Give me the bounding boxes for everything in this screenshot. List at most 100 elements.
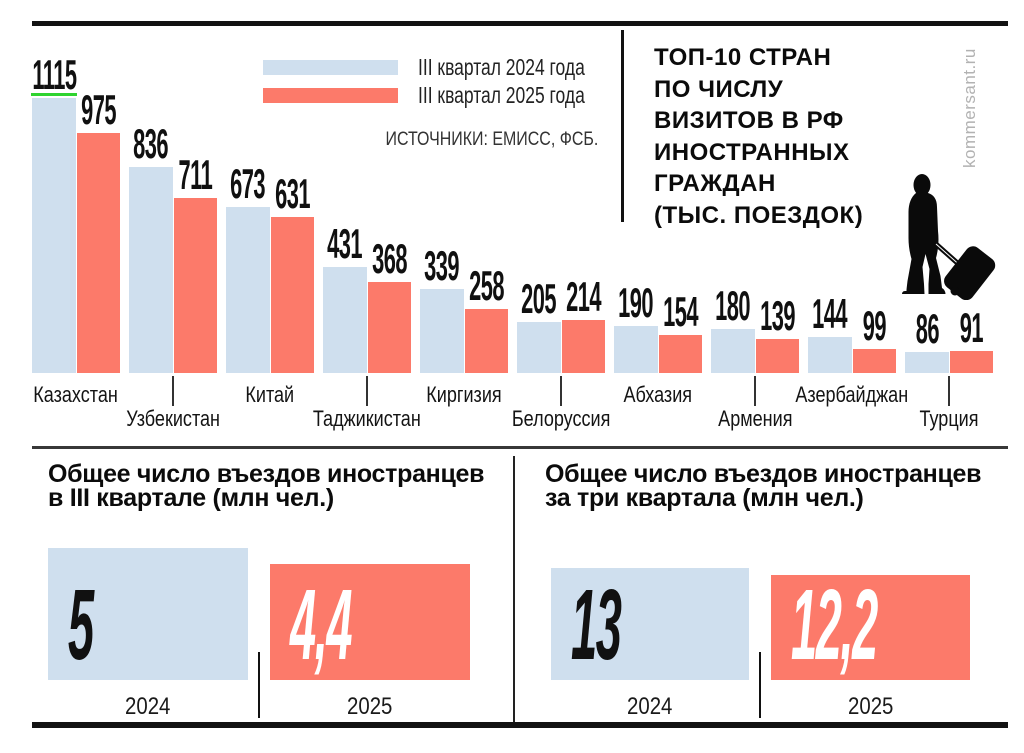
traveler-icon	[902, 174, 996, 300]
legend-item-2025: III квартал 2025 года	[263, 82, 637, 108]
summary-box-2025: 12,2	[771, 575, 970, 680]
bar-value-text: 673	[230, 160, 266, 207]
category-tick	[366, 376, 368, 406]
bar-value-text: 711	[178, 151, 213, 198]
bar-value-text: 154	[663, 288, 698, 335]
legend-swatch	[263, 59, 398, 75]
category-label-text: Узбекистан	[126, 406, 220, 431]
bar-value-text: 91	[959, 304, 984, 351]
bar-value-text: 86	[915, 305, 939, 352]
category-label-text: Армения	[717, 406, 793, 431]
middle-rule	[32, 446, 1008, 449]
category-tick	[948, 376, 950, 406]
bar-Казахстан-2025	[77, 133, 120, 373]
bar-value-label: 258	[442, 262, 532, 309]
category-label-text: Азербайджан	[795, 382, 909, 407]
value-highlight-underline	[31, 93, 77, 96]
bar-Абхазия-2024	[614, 326, 658, 373]
year-divider	[258, 652, 260, 718]
bar-value-text: 975	[81, 86, 116, 133]
bar-value-label: 431	[300, 220, 390, 267]
legend-label: III квартал 2025 года	[418, 81, 585, 108]
bar-value-text: 180	[715, 282, 751, 329]
bar-value-label: 91	[927, 304, 1017, 351]
bar-Абхазия-2025	[659, 335, 702, 373]
bar-value-label: 86	[882, 305, 972, 352]
bar-value-label: 214	[539, 273, 629, 320]
year-label-text: 2025	[347, 693, 393, 720]
bar-value-text: 214	[566, 273, 601, 320]
bar-value-label: 368	[345, 235, 435, 282]
summary-value: 12,2	[791, 569, 878, 681]
bar-value-text: 1115	[31, 51, 77, 98]
bar-value-text: 339	[424, 242, 460, 289]
summary-box-2024: 5	[48, 548, 248, 680]
summary-value: 5	[68, 569, 94, 681]
bar-Белоруссия-2025	[562, 320, 605, 373]
bar-Узбекистан-2024	[129, 167, 173, 373]
bar-value-text: 258	[469, 262, 504, 309]
category-label-Киргизия: Киргизия	[379, 384, 549, 406]
bar-Киргизия-2025	[465, 309, 508, 373]
summary-box-2025: 4,4	[270, 564, 470, 680]
bar-Турция-2024	[905, 352, 949, 373]
bar-value-text: 205	[521, 275, 557, 322]
summary-box-2024: 13	[551, 568, 749, 680]
bar-value-label: 180	[688, 282, 778, 329]
category-label-Абхазия: Абхазия	[573, 384, 743, 406]
bar-value-label: 139	[733, 292, 823, 339]
year-label-2024: 2024	[48, 693, 248, 721]
bar-value-text: 431	[327, 220, 363, 267]
bar-Азербайджан-2025	[853, 349, 896, 373]
bar-Азербайджан-2024	[808, 337, 852, 373]
bar-value-label: 975	[54, 86, 144, 133]
legend-swatch	[263, 87, 398, 103]
year-label-2024: 2024	[551, 693, 749, 721]
bar-value-text: 368	[372, 235, 407, 282]
summary-heading-q3: Общее число въездов иностранцев в III кв…	[48, 460, 485, 512]
bar-value-text: 99	[862, 302, 887, 349]
bar-Белоруссия-2024	[517, 322, 561, 373]
category-label-text: Турция	[919, 406, 979, 431]
title-divider	[621, 30, 624, 222]
bar-value-label: 631	[248, 173, 338, 215]
category-label-Турция: Турция	[864, 406, 1024, 431]
bar-Китай-2024	[226, 207, 270, 373]
year-label-text: 2025	[847, 693, 894, 720]
bar-value-text: 144	[812, 290, 848, 337]
category-label-Армения: Армения	[670, 406, 840, 431]
year-label-text: 2024	[125, 693, 171, 720]
summary-value: 4,4	[290, 569, 353, 681]
bar-Армения-2025	[756, 339, 799, 373]
top-rule	[32, 21, 1008, 26]
bar-value-label: 99	[830, 302, 920, 349]
year-divider	[759, 652, 761, 718]
category-label-text: Белоруссия	[511, 406, 611, 431]
category-label-text: Таджикистан	[313, 406, 421, 431]
summary-heading-3q: Общее число въездов иностранцев за три к…	[545, 460, 982, 512]
year-label-2025: 2025	[270, 693, 470, 721]
category-label-Узбекистан: Узбекистан	[88, 406, 258, 431]
bar-value-text: 139	[760, 292, 795, 339]
bar-Армения-2024	[711, 329, 755, 373]
category-label-text: Китай	[245, 382, 295, 407]
page-title: ТОП-10 СТРАН ПО ЧИСЛУ ВИЗИТОВ В РФ ИНОСТ…	[654, 44, 864, 229]
category-label-text: Казахстан	[33, 382, 119, 407]
category-label-Китай: Китай	[185, 382, 355, 407]
bar-Таджикистан-2025	[368, 282, 411, 373]
bar-value-label: 154	[636, 288, 726, 335]
bar-value-text: 190	[618, 279, 654, 326]
bar-value-label: 205	[494, 275, 584, 322]
bar-Казахстан-2024	[32, 98, 76, 373]
bar-Узбекистан-2025	[174, 198, 217, 373]
legend-item-2024: III квартал 2024 года	[263, 54, 637, 80]
bar-value-label: 144	[785, 290, 875, 337]
bar-value-label: 339	[397, 242, 487, 289]
summary-panel-divider	[513, 456, 515, 722]
category-label-Азербайджан: Азербайджан	[767, 382, 937, 407]
legend-label: III квартал 2024 года	[418, 53, 585, 80]
bar-value-label: 190	[591, 279, 681, 326]
summary-value: 13	[571, 569, 622, 681]
